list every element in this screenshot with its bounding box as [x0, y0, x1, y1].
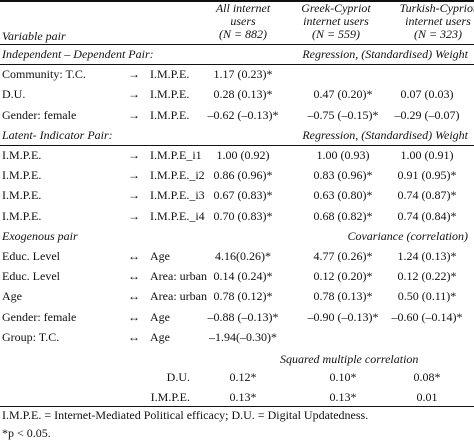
- cell-turkish-cypriot: 1.00 (0.91): [400, 148, 454, 162]
- cell-greek-cypriot: 0.68 (0.82)*: [313, 208, 373, 223]
- row-left-variable: I.M.P.E.: [2, 168, 42, 183]
- cell-turkish-cypriot: –0.60 (–0.14)*: [391, 309, 463, 324]
- variable-pair-header: Variable pair: [2, 29, 66, 43]
- smc-cell-greek-cypriot: 0.10*: [329, 370, 357, 385]
- footnote-abbreviations: I.M.P.E. = Internet-Mediated Political e…: [2, 408, 369, 422]
- cell-greek-cypriot: 1.00 (0.93): [316, 148, 370, 162]
- section-label: Latent- Indicator Pair:: [2, 127, 113, 142]
- cell-all-users: 0.78 (0.12)*: [213, 289, 273, 304]
- cell-all-users: 1.17 (0.23)*: [213, 67, 273, 82]
- row-right-variable: I.M.P.E._i4: [150, 208, 205, 223]
- row-arrow: ↔: [128, 309, 140, 324]
- row-right-variable: I.M.P.E._i3: [150, 188, 205, 203]
- cell-all-users: –1.94(–0.30)*: [209, 329, 277, 344]
- section-label: Exogenous pair: [2, 228, 78, 243]
- row-arrow: ↔: [128, 289, 140, 304]
- bottom-rule: [0, 406, 474, 407]
- col2-header: Greek-Cypriot internet users (N = 559): [301, 1, 371, 41]
- cell-greek-cypriot: –0.75 (–0.15)*: [307, 107, 379, 122]
- row-right-variable: Age: [150, 309, 170, 324]
- cell-all-users: –0.62 (–0.13)*: [207, 107, 279, 122]
- row-left-variable: Gender: female: [2, 309, 77, 324]
- col3-header: Turkish-Cypriot internet users (N = 323): [399, 1, 474, 41]
- row-right-variable: Area: urban: [150, 289, 207, 304]
- row-right-variable: I.M.P.E.: [150, 67, 190, 82]
- cell-turkish-cypriot: 0.07 (0.03): [400, 87, 454, 102]
- cell-all-users: 0.28 (0.13)*: [213, 87, 273, 102]
- row-right-variable: I.M.P.E.: [150, 87, 190, 102]
- cell-turkish-cypriot: 0.12 (0.22)*: [397, 269, 457, 284]
- row-right-variable: Age: [150, 249, 170, 263]
- top-rule: [0, 0, 474, 2]
- cell-all-users: 1.00 (0.92): [216, 148, 270, 162]
- smc-cell-all-users: 0.12*: [229, 370, 257, 385]
- cell-turkish-cypriot: 0.50 (0.11)*: [397, 289, 457, 304]
- row-arrow: →: [128, 188, 140, 203]
- cell-turkish-cypriot: 1.24 (0.13)*: [397, 249, 457, 263]
- row-right-variable: I.M.P.E.: [150, 107, 190, 122]
- cell-greek-cypriot: 0.63 (0.80)*: [313, 188, 373, 203]
- footnote-significance: *p < 0.05.: [2, 426, 51, 440]
- cell-all-users: 4.16(0.26)*: [215, 249, 271, 263]
- cell-all-users: 0.86 (0.96)*: [213, 168, 273, 183]
- cell-turkish-cypriot: 0.74 (0.87)*: [397, 188, 457, 203]
- row-left-variable: I.M.P.E.: [2, 148, 42, 162]
- smc-row-name: D.U.: [166, 370, 190, 385]
- cell-greek-cypriot: –0.90 (–0.13)*: [307, 309, 379, 324]
- smc-label: Squared multiple correlation: [280, 352, 419, 366]
- row-arrow: ↔: [128, 249, 140, 263]
- row-left-variable: D.U.: [2, 87, 26, 102]
- row-arrow: →: [128, 168, 140, 183]
- cell-greek-cypriot: 4.77 (0.26)*: [313, 249, 373, 263]
- section-sublabel: Regression, (Standardised) Weight: [302, 127, 468, 142]
- section-rule: [0, 144, 474, 146]
- section-sublabel: Covariance (correlation): [347, 228, 468, 243]
- row-left-variable: Community: T.C.: [2, 67, 86, 82]
- cell-all-users: 0.14 (0.24)*: [213, 269, 273, 284]
- cell-all-users: 0.67 (0.83)*: [213, 188, 273, 203]
- row-right-variable: Area: urban: [150, 269, 207, 284]
- header-rule: [0, 44, 474, 45]
- cell-greek-cypriot: 0.83 (0.96)*: [313, 168, 373, 183]
- col1-header: All internet users (N = 882): [215, 1, 271, 41]
- row-arrow: →: [128, 87, 140, 102]
- section-sublabel: Regression, (Standardised) Weight: [302, 47, 468, 61]
- row-right-variable: I.M.P.E._i2: [150, 168, 205, 183]
- smc-row-name: I.M.P.E.: [150, 390, 190, 405]
- section-rule: [0, 64, 474, 65]
- cell-turkish-cypriot: 0.74 (0.84)*: [397, 208, 457, 223]
- row-left-variable: Group: T.C.: [2, 329, 60, 344]
- row-arrow: →: [128, 107, 140, 122]
- row-left-variable: I.M.P.E.: [2, 188, 42, 203]
- row-left-variable: Age: [2, 289, 22, 304]
- row-arrow: →: [128, 67, 140, 82]
- row-arrow: →: [128, 148, 140, 162]
- row-right-variable: Age: [150, 329, 170, 344]
- cell-turkish-cypriot: 0.91 (0.95)*: [397, 168, 457, 183]
- row-arrow: →: [128, 208, 140, 223]
- smc-cell-turkish-cypriot: 0.01: [416, 390, 438, 405]
- row-left-variable: I.M.P.E.: [2, 208, 42, 223]
- cell-turkish-cypriot: –0.29 (–0.07): [394, 107, 460, 122]
- smc-cell-turkish-cypriot: 0.08*: [413, 370, 441, 385]
- cell-all-users: 0.70 (0.83)*: [213, 208, 273, 223]
- row-arrow: ↔: [128, 329, 140, 344]
- row-left-variable: Gender: female: [2, 107, 77, 122]
- cell-greek-cypriot: 0.47 (0.20)*: [313, 87, 373, 102]
- row-left-variable: Educ. Level: [2, 269, 60, 284]
- row-right-variable: I.M.P.E_i1: [150, 148, 202, 162]
- row-left-variable: Educ. Level: [2, 249, 60, 263]
- smc-cell-greek-cypriot: 0.13*: [329, 390, 357, 405]
- cell-greek-cypriot: 0.78 (0.13)*: [313, 289, 373, 304]
- cell-greek-cypriot: 0.12 (0.20)*: [313, 269, 373, 284]
- row-arrow: ↔: [128, 269, 140, 284]
- cell-all-users: –0.88 (–0.13)*: [207, 309, 279, 324]
- smc-cell-all-users: 0.13*: [229, 390, 257, 405]
- section-label: Independent – Dependent Pair:: [2, 47, 154, 61]
